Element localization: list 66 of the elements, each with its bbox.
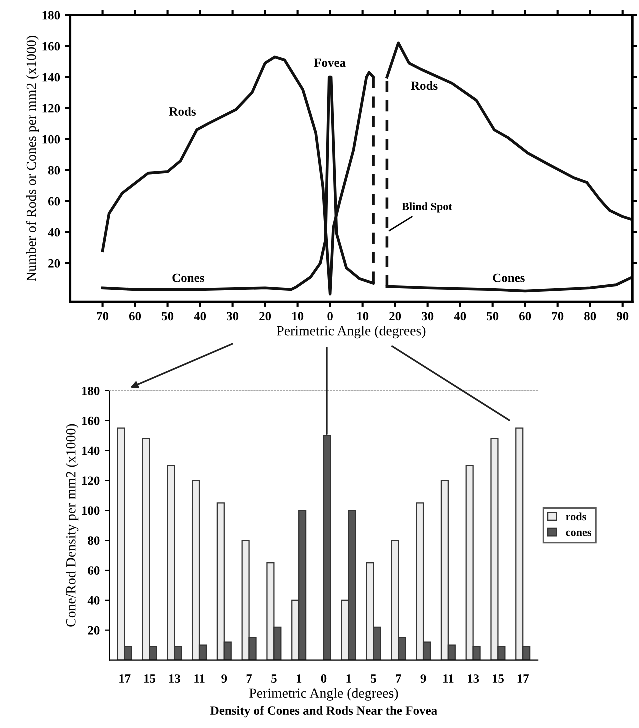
y-tick-label: 80 xyxy=(48,166,60,175)
text: Density of Cones and Rods Near the Fovea xyxy=(210,706,438,718)
y-tick-label: 40 xyxy=(88,596,100,605)
x-tick-label: 60 xyxy=(520,312,532,321)
x-tick-label: 9 xyxy=(420,674,426,683)
x-tick-label: 20 xyxy=(260,312,272,321)
x-tick-label: 17 xyxy=(518,674,530,683)
x-tick-label: 7 xyxy=(246,674,252,683)
x-tick-label: 11 xyxy=(194,674,205,683)
x-tick-label: 15 xyxy=(492,674,504,683)
x-tick-label: 1 xyxy=(346,674,352,683)
x-tick-label: 30 xyxy=(422,312,434,321)
y-tick-label: 60 xyxy=(88,566,100,575)
y-tick-label: 60 xyxy=(48,197,60,206)
annotation: Blind Spot xyxy=(402,202,452,213)
annotation: Cones xyxy=(493,274,525,282)
legend-label: cones xyxy=(566,530,592,536)
x-tick-label: 5 xyxy=(371,674,376,683)
x-tick-label: 40 xyxy=(454,312,466,321)
annotation: Rods xyxy=(411,81,438,90)
annotation: Fovea xyxy=(314,58,346,68)
legend-label: rods xyxy=(566,512,586,521)
x-tick-label: 5 xyxy=(272,674,277,683)
x-tick-label: 30 xyxy=(227,312,239,321)
y-tick-label: 120 xyxy=(82,476,100,486)
x-tick-label: 90 xyxy=(616,312,629,321)
x-tick-label: 0 xyxy=(328,312,333,321)
y-tick-label: 140 xyxy=(82,446,100,456)
x-tick-label: 11 xyxy=(444,674,454,683)
x-axis-title: Perimetric Angle (degrees) xyxy=(277,326,426,339)
x-tick-label: 10 xyxy=(292,312,304,321)
x-tick-label: 1 xyxy=(296,674,302,683)
x-tick-label: 15 xyxy=(144,674,156,683)
x-tick-label: 7 xyxy=(396,674,402,683)
y-tick-label: 100 xyxy=(42,135,60,144)
annotation: Cones xyxy=(172,274,204,282)
y-tick-label: 20 xyxy=(48,259,60,268)
y-tick-label: 100 xyxy=(82,506,100,516)
y-tick-label: 160 xyxy=(42,42,60,51)
x-tick-label: 17 xyxy=(120,674,131,683)
bar xyxy=(323,435,332,660)
annotation: Rods xyxy=(169,107,196,116)
y-tick-label: 160 xyxy=(82,416,100,426)
x-tick-label: 50 xyxy=(487,312,499,321)
x-tick-label: 50 xyxy=(162,312,174,321)
x-tick-label: 9 xyxy=(222,674,228,683)
x-tick-label: 70 xyxy=(97,312,109,321)
y-axis-title: Number of Rods or Cones per mm2 (x1000) xyxy=(26,36,40,282)
y-tick-label: 120 xyxy=(42,104,60,113)
y-tick-label: 40 xyxy=(48,228,60,237)
x-tick-label: 13 xyxy=(169,674,180,683)
x-tick-label: 70 xyxy=(552,312,564,321)
x-tick-label: 40 xyxy=(194,312,206,321)
y-tick-label: 180 xyxy=(82,386,100,396)
y-tick-label: 180 xyxy=(42,11,60,20)
x-tick-label: 20 xyxy=(390,312,402,321)
x-axis-title: Perimetric Angle (degrees) xyxy=(250,688,398,701)
x-tick-label: 80 xyxy=(584,312,596,321)
x-tick-label: 10 xyxy=(358,312,369,321)
x-tick-label: 60 xyxy=(129,312,142,321)
x-tick-label: 0 xyxy=(321,674,327,683)
y-tick-label: 20 xyxy=(88,626,100,635)
y-tick-label: 140 xyxy=(42,73,60,82)
y-axis-title: Cone/Rod Density per mm2 (x1000) xyxy=(66,424,79,627)
x-tick-label: 13 xyxy=(468,674,480,683)
y-tick-label: 80 xyxy=(88,536,100,546)
